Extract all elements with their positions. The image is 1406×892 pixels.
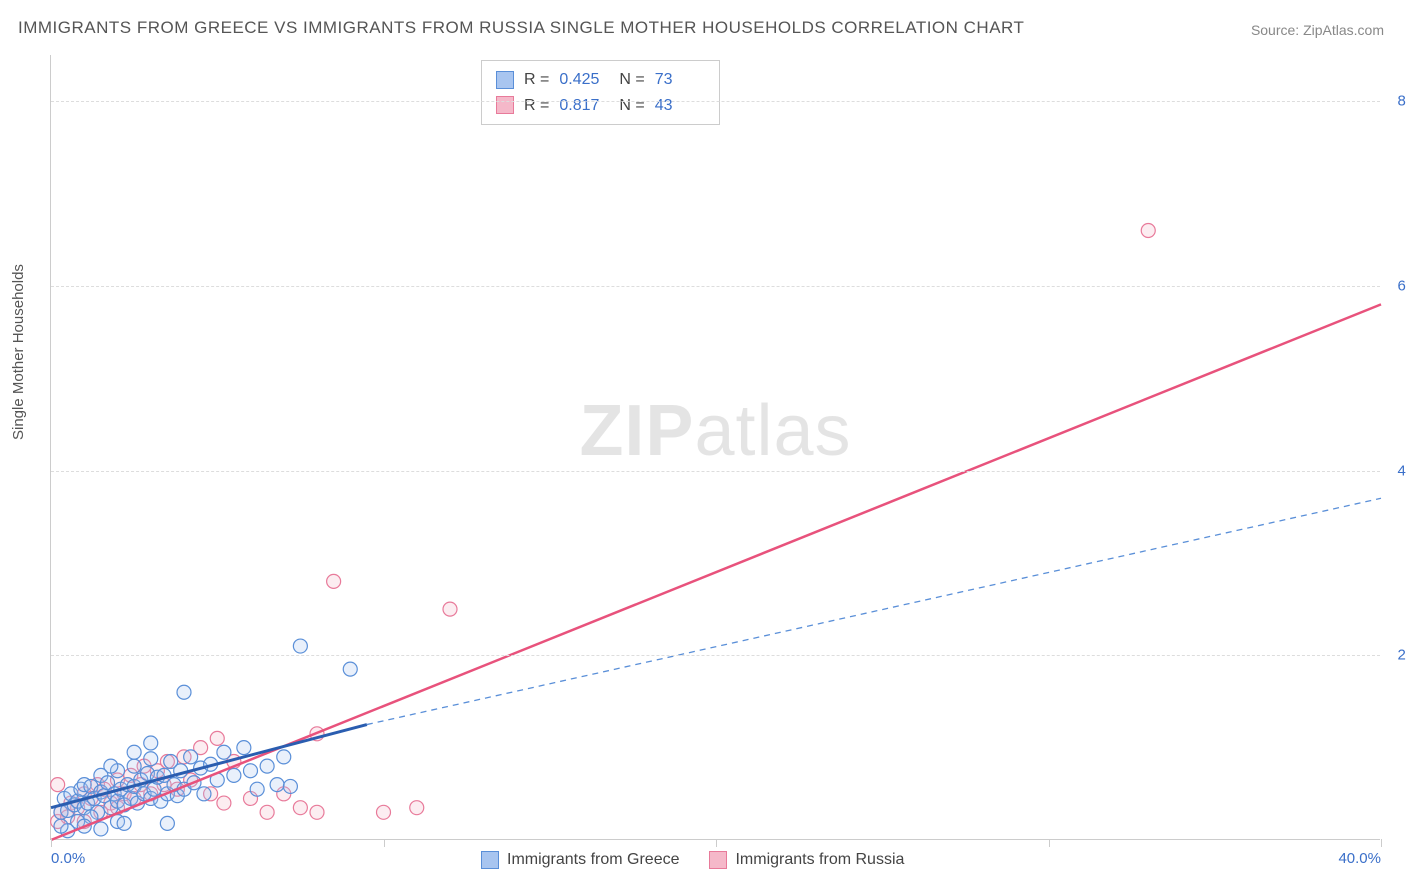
swatch-greece-icon <box>481 851 499 869</box>
swatch-russia-icon <box>709 851 727 869</box>
y-tick-label: 80.0% <box>1397 93 1406 110</box>
plot-svg <box>51 55 1380 839</box>
legend-item-russia: Immigrants from Russia <box>709 851 904 869</box>
x-tick-label: 40.0% <box>1338 850 1381 867</box>
legend-label-greece: Immigrants from Greece <box>507 851 679 869</box>
y-tick-label: 20.0% <box>1397 647 1406 664</box>
chart-plot-area: ZIPatlas R = 0.425 N = 73 R = 0.817 N = … <box>50 55 1380 840</box>
y-axis-label: Single Mother Households <box>10 264 27 440</box>
y-tick-label: 40.0% <box>1397 462 1406 479</box>
legend-item-greece: Immigrants from Greece <box>481 851 679 869</box>
bottom-legend: Immigrants from Greece Immigrants from R… <box>481 851 904 869</box>
chart-title: IMMIGRANTS FROM GREECE VS IMMIGRANTS FRO… <box>18 18 1024 38</box>
legend-label-russia: Immigrants from Russia <box>735 851 904 869</box>
source-credit: Source: ZipAtlas.com <box>1251 22 1384 38</box>
y-tick-label: 60.0% <box>1397 277 1406 294</box>
x-tick-label: 0.0% <box>51 850 85 867</box>
